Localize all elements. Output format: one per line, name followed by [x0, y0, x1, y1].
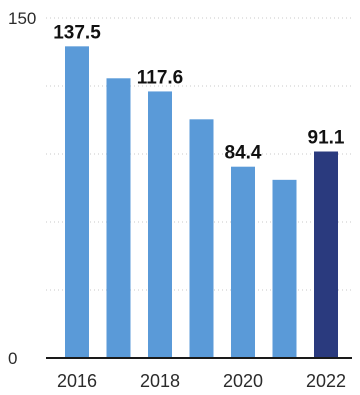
bar-2016 — [65, 46, 89, 358]
bar-2017 — [106, 78, 131, 358]
bar-2020 — [231, 166, 255, 358]
x-tick-label: 2022 — [306, 371, 346, 391]
data-label: 84.4 — [225, 143, 262, 164]
data-labels: 137.5 117.6 84.4 91.1 — [53, 22, 345, 163]
data-label: 137.5 — [53, 22, 101, 43]
bars — [65, 46, 338, 358]
bar-2019 — [189, 119, 214, 358]
bar-2018 — [148, 91, 172, 358]
axes: 0 150 2016 2018 2020 2022 — [8, 9, 352, 391]
y-tick-label: 0 — [8, 349, 17, 368]
bar-2022 — [314, 151, 338, 358]
data-label: 117.6 — [137, 67, 184, 88]
x-tick-label: 2020 — [223, 371, 263, 391]
data-label: 91.1 — [308, 128, 345, 149]
x-tick-label: 2016 — [57, 371, 97, 391]
x-tick-label: 2018 — [140, 371, 180, 391]
bar-2021 — [272, 179, 297, 358]
y-tick-label: 150 — [8, 9, 36, 28]
